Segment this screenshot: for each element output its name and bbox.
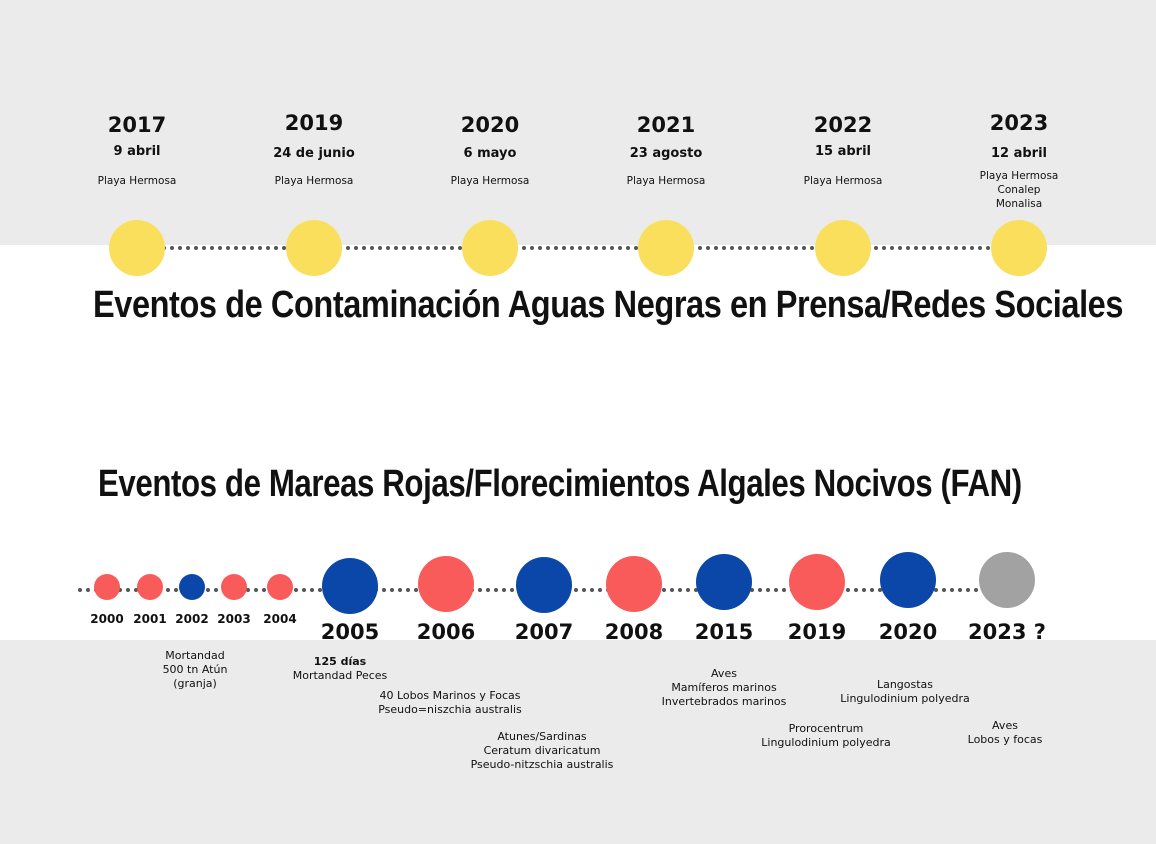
fan-event-year: 2003 xyxy=(217,612,251,626)
fan-event-note: Lobos y focas xyxy=(967,733,1043,746)
sewage-event-marker xyxy=(462,220,518,276)
fan-event-marker xyxy=(137,574,163,600)
sewage-event-place: Conalep xyxy=(997,184,1041,196)
fan-event-marker xyxy=(94,574,120,600)
fan-event-note: Prorocentrum xyxy=(788,722,864,735)
fan-event-note: Mamíferos marinos xyxy=(671,681,777,694)
sewage-event-date: 23 agosto xyxy=(629,146,703,161)
fan-event-marker xyxy=(979,552,1035,608)
fan-event-year: 2020 xyxy=(878,620,938,644)
fan-event-note: Lingulodinium polyedra xyxy=(761,736,891,749)
fan-event-note: Aves xyxy=(992,719,1018,732)
fan-event-marker xyxy=(322,558,378,614)
sewage-event-year: 2017 xyxy=(107,113,167,137)
fan-event-year: 2005 xyxy=(320,620,380,644)
fan-event-note: Langostas xyxy=(876,678,934,691)
fan-event-note: Atunes/Sardinas xyxy=(497,730,587,743)
fan-event-year: 2000 xyxy=(90,612,124,626)
sewage-event-place: Playa Hermosa xyxy=(274,175,354,187)
sewage-event-place: Playa Hermosa xyxy=(803,175,883,187)
fan-event-note: (granja) xyxy=(173,677,217,690)
fan-event-year: 2008 xyxy=(604,620,664,644)
fan-event-marker xyxy=(179,574,205,600)
sewage-event-place: Monalisa xyxy=(995,198,1043,210)
fan-event-note: Aves xyxy=(711,667,737,680)
sewage-event-date: 24 de junio xyxy=(273,146,355,161)
sewage-event-marker xyxy=(109,220,165,276)
fan-event-year: 2006 xyxy=(416,620,476,644)
fan-event-year: 2015 xyxy=(694,620,754,644)
fan-event-note: 125 días xyxy=(313,655,367,668)
fan-event-year: 2007 xyxy=(514,620,574,644)
sewage-event-date: 9 abril xyxy=(113,144,161,159)
fan-event-note: Pseudo-nitzschia australis xyxy=(470,758,614,771)
fan-title: Eventos de Mareas Rojas/Florecimientos A… xyxy=(98,463,1022,505)
fan-event-marker xyxy=(516,557,572,613)
fan-event-year: 2002 xyxy=(175,612,209,626)
fan-event-note: 40 Lobos Marinos y Focas xyxy=(379,689,521,702)
fan-event-note: Pseudo=niszchia australis xyxy=(378,703,522,716)
sewage-event-year: 2019 xyxy=(284,111,344,135)
sewage-event-year: 2020 xyxy=(460,113,520,137)
bottom-band xyxy=(0,640,1156,844)
fan-event-year: 2019 xyxy=(787,620,847,644)
fan-event-year: 2004 xyxy=(263,612,297,626)
fan-event-marker xyxy=(418,556,474,612)
fan-event-marker xyxy=(696,554,752,610)
sewage-event-year: 2022 xyxy=(813,113,873,137)
sewage-event-date: 15 abril xyxy=(814,144,872,159)
sewage-event-place: Playa Hermosa xyxy=(97,175,177,187)
fan-event-note: Mortandad xyxy=(165,649,225,662)
fan-event-marker xyxy=(221,574,247,600)
top-band xyxy=(0,0,1156,245)
fan-event-marker xyxy=(267,574,293,600)
fan-event-note: Lingulodinium polyedra xyxy=(840,692,970,705)
fan-event-note: Invertebrados marinos xyxy=(661,695,787,708)
sewage-event-place: Playa Hermosa xyxy=(979,170,1059,182)
sewage-title: Eventos de Contaminación Aguas Negras en… xyxy=(93,284,1124,326)
sewage-event-marker xyxy=(638,220,694,276)
sewage-event-marker xyxy=(286,220,342,276)
fan-event-note: 500 tn Atún xyxy=(162,663,228,676)
fan-event-year: 2001 xyxy=(133,612,167,626)
fan-event-note: Mortandad Peces xyxy=(292,669,388,682)
fan-event-marker xyxy=(789,554,845,610)
fan-event-note: Ceratum divaricatum xyxy=(483,744,601,757)
sewage-event-marker xyxy=(991,220,1047,276)
sewage-event-date: 6 mayo xyxy=(463,146,517,161)
sewage-event-place: Playa Hermosa xyxy=(450,175,530,187)
fan-event-year: 2023 ? xyxy=(968,620,1046,644)
fan-event-marker xyxy=(606,556,662,612)
sewage-event-marker xyxy=(815,220,871,276)
sewage-event-year: 2023 xyxy=(989,111,1049,135)
fan-event-marker xyxy=(880,552,936,608)
sewage-event-place: Playa Hermosa xyxy=(626,175,706,187)
sewage-event-year: 2021 xyxy=(636,113,696,137)
sewage-event-date: 12 abril xyxy=(990,146,1048,161)
